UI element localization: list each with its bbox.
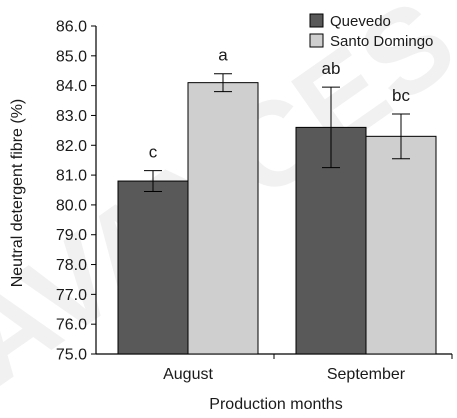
legend-swatch	[309, 33, 324, 48]
y-tick-label: 77.0	[56, 287, 87, 304]
legend-label: Quevedo	[330, 13, 391, 30]
significance-label: a	[218, 46, 228, 65]
y-tick-label: 79.0	[56, 227, 87, 244]
legend-swatch	[309, 13, 324, 28]
plot-area: 75.0 76.0 77.0 78.0 79.0 80.0 81.0 82.0 83.0 84.0…	[56, 13, 453, 383]
x-axis-label: Production months	[209, 396, 342, 413]
y-tick-label: 75.0	[56, 347, 87, 364]
y-tick-label: 84.0	[56, 78, 87, 95]
x-tick-label: September	[327, 366, 406, 383]
y-tick-label: 85.0	[56, 48, 87, 65]
y-axis-label: Neutral detergent fibre (%)	[9, 99, 26, 288]
significance-label: c	[149, 143, 158, 162]
y-tick-label: 81.0	[56, 168, 87, 185]
bar	[365, 135, 437, 355]
significance-label: ab	[322, 59, 341, 78]
y-tick-label: 76.0	[56, 317, 87, 334]
bar	[117, 180, 189, 355]
y-tick-label: 82.0	[56, 138, 87, 155]
y-tick-label: 80.0	[56, 197, 87, 214]
significance-label: bc	[392, 86, 410, 105]
legend-label: Santo Domingo	[330, 33, 433, 50]
x-tick-label: August	[163, 366, 213, 383]
y-tick-label: 83.0	[56, 108, 87, 125]
y-tick-label: 86.0	[56, 19, 87, 36]
y-tick-label: 78.0	[56, 257, 87, 274]
bar	[187, 82, 259, 355]
